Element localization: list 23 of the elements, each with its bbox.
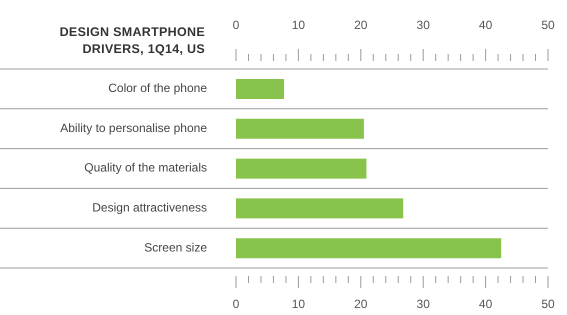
y-tick-label: Quality of the materials — [84, 160, 207, 175]
x-tick-label: 10 — [292, 297, 306, 312]
x-tick-label: 50 — [541, 297, 555, 312]
x2-tick-label: 10 — [292, 18, 306, 32]
bar — [236, 238, 502, 258]
text: DESIGN SMARTPHONE DRIVERS, 1Q14, US — [58, 24, 205, 58]
x-tick-label: 0 — [232, 297, 240, 312]
bar — [236, 158, 366, 179]
y-tick-label: Design attractiveness — [92, 200, 207, 214]
bar — [236, 79, 284, 99]
y-tick-label: Ability to personalise phone — [60, 120, 208, 135]
x2-tick-label: 50 — [541, 18, 555, 32]
x-tick-label: 40 — [478, 297, 493, 312]
x2-tick-label: 0 — [232, 18, 240, 32]
y-tick-label: Screen size — [144, 240, 208, 254]
x-tick-label: 20 — [354, 297, 368, 312]
x-tick-label: 30 — [416, 297, 430, 312]
bar — [236, 198, 404, 218]
x2-tick-label: 30 — [416, 18, 430, 32]
x2-tick-label: 20 — [354, 18, 368, 32]
x2-tick-label: 40 — [478, 18, 493, 32]
bar — [236, 118, 364, 139]
y-tick-label: Color of the phone — [108, 81, 208, 96]
